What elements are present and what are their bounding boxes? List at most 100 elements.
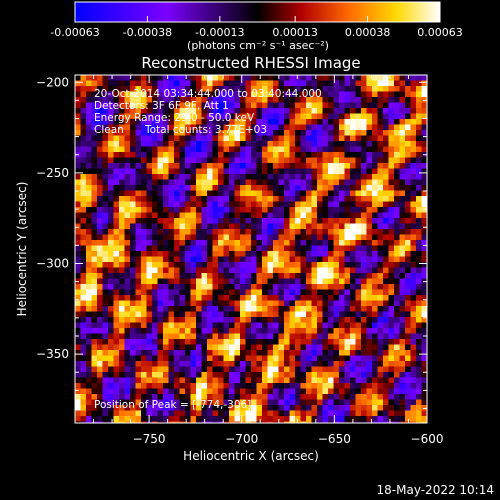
heatmap-cell (388, 262, 395, 268)
heatmap-cell (355, 75, 362, 81)
heatmap-cell (328, 163, 334, 169)
heatmap-cell (388, 383, 395, 389)
heatmap-cell (91, 75, 98, 81)
heatmap-cell (135, 141, 142, 147)
heatmap-cell (234, 196, 241, 202)
heatmap-cell (295, 300, 301, 307)
heatmap-cell (416, 113, 422, 120)
heatmap-cell (421, 174, 427, 180)
heatmap-cell (421, 383, 427, 389)
heatmap-cell (273, 124, 279, 131)
heatmap-cell (388, 300, 395, 307)
heatmap-cell (75, 383, 81, 389)
heatmap-cell (322, 377, 329, 384)
heatmap-cell (179, 190, 186, 197)
heatmap-cell (207, 267, 213, 274)
heatmap-cell (141, 157, 147, 164)
heatmap-cell (361, 185, 367, 191)
heatmap-cell (113, 163, 120, 169)
heatmap-cell (240, 256, 246, 263)
heatmap-cell (108, 185, 114, 191)
heatmap-cell (207, 113, 213, 120)
heatmap-cell (300, 207, 307, 213)
heatmap-cell (421, 273, 427, 279)
heatmap-cell (185, 229, 191, 235)
heatmap-cell (311, 91, 318, 98)
heatmap-cell (361, 421, 367, 423)
heatmap-cell (383, 141, 389, 147)
heatmap-cell (218, 394, 224, 400)
heatmap-cell (196, 108, 202, 114)
heatmap-cell (190, 124, 197, 131)
heatmap-cell (328, 80, 334, 87)
heatmap-cell (322, 108, 329, 114)
heatmap-cell (350, 350, 356, 356)
heatmap-cell (75, 273, 81, 279)
heatmap-cell (163, 366, 169, 373)
heatmap-cell (300, 185, 307, 191)
heatmap-cell (267, 146, 274, 153)
heatmap-cell (185, 240, 191, 246)
heatmap-cell (410, 190, 417, 197)
heatmap-cell (284, 86, 290, 92)
heatmap-cell (256, 86, 263, 92)
heatmap-cell (410, 152, 417, 158)
heatmap-cell (311, 416, 318, 422)
heatmap-cell (196, 317, 202, 323)
heatmap-cell (97, 289, 103, 296)
heatmap-cell (124, 405, 131, 411)
heatmap-cell (421, 119, 427, 125)
heatmap-cell (322, 130, 329, 136)
heatmap-cell (361, 130, 367, 136)
heatmap-cell (212, 218, 219, 224)
heatmap-cell (416, 185, 422, 191)
heatmap-cell (421, 256, 427, 263)
heatmap-cell (372, 262, 378, 268)
heatmap-cell (245, 113, 252, 120)
colorbar-tick-label: -0.00013 (195, 26, 244, 39)
heatmap-cell (212, 383, 219, 389)
heatmap-cell (366, 119, 373, 125)
heatmap-cell (267, 223, 274, 230)
heatmap-cell (91, 405, 98, 411)
heatmap-cell (383, 388, 389, 395)
heatmap-cell (394, 212, 400, 219)
heatmap-cell (311, 339, 318, 345)
heatmap-cell (322, 135, 329, 142)
heatmap-cell (333, 119, 340, 125)
heatmap-cell (421, 355, 427, 362)
heatmap-cell (300, 267, 307, 274)
heatmap-cell (366, 108, 373, 114)
heatmap-cell (135, 190, 142, 197)
heatmap-cell (108, 102, 114, 109)
heatmap-cell (256, 322, 263, 329)
heatmap-cell (421, 377, 427, 384)
heatmap-cell (333, 344, 340, 351)
heatmap-cell (240, 212, 246, 219)
heatmap-cell (130, 207, 136, 213)
heatmap-cell (344, 256, 351, 263)
heatmap-cell (168, 91, 175, 98)
heatmap-cell (97, 218, 103, 224)
heatmap-cell (86, 295, 92, 301)
heatmap-cell (421, 372, 427, 378)
heatmap-cell (163, 317, 169, 323)
heatmap-cell (207, 273, 213, 279)
heatmap-cell (377, 240, 384, 246)
heatmap-cell (388, 284, 395, 290)
heatmap-cell (394, 350, 400, 356)
heatmap-cell (306, 190, 312, 197)
heatmap-cell (141, 289, 147, 296)
heatmap-cell (256, 394, 263, 400)
heatmap-cell (350, 196, 356, 202)
heatmap-cell (333, 416, 340, 422)
heatmap-cell (97, 344, 103, 351)
heatmap-cell (256, 399, 263, 406)
heatmap-cell (273, 163, 279, 169)
heatmap-cell (130, 344, 136, 351)
heatmap-cell (240, 383, 246, 389)
heatmap-cell (350, 152, 356, 158)
heatmap-cell (135, 284, 142, 290)
heatmap-cell (102, 300, 109, 307)
heatmap-cell (289, 174, 296, 180)
